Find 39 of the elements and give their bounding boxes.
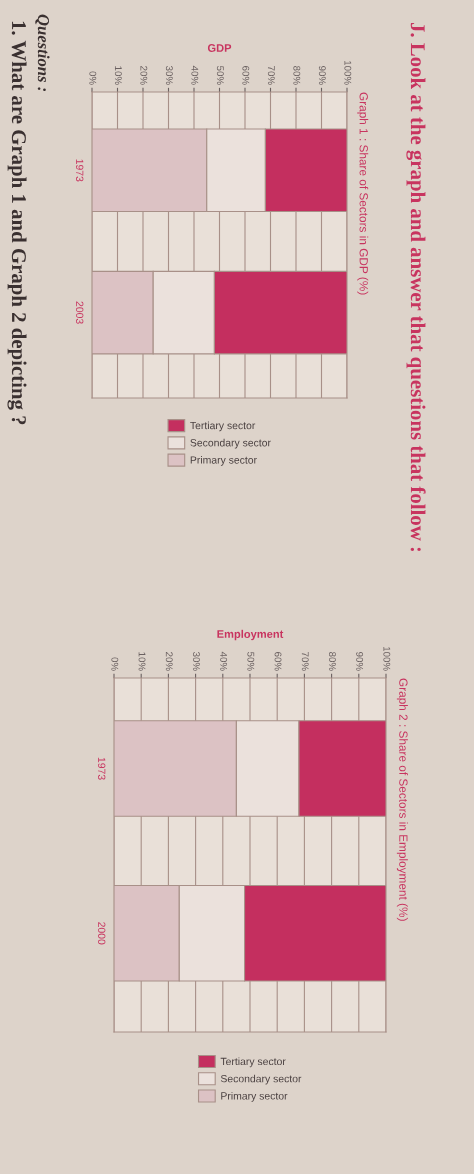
text: Graph 1 : Share of Sectors in GDP (%) (357, 92, 369, 295)
x-tick-label: 40% (220, 651, 228, 671)
x-tick-label: 20% (165, 652, 173, 671)
x-tick-label: 90% (318, 66, 326, 85)
legend-label: Tertiary sector (190, 421, 256, 432)
legend-label: Tertiary sector (220, 1057, 286, 1068)
legend-label: Primary sector (221, 1091, 288, 1102)
y-tick-label: 1973 (76, 159, 84, 182)
text: 1. What are Graph 1 and Graph 2 depicting ? (7, 21, 27, 425)
x-tick-label: 50% (247, 651, 255, 671)
x-tick-label: 70% (267, 66, 275, 85)
x-tick-label: 0% (111, 657, 119, 671)
x-tick-label: 70% (301, 652, 309, 671)
x-tick-label: 60% (242, 66, 250, 85)
x-tick-label: 0% (89, 71, 97, 85)
x-tick-label: 100% (344, 60, 352, 85)
text: J. Look at the graph and answer that questions that follow : (406, 22, 426, 552)
x-tick-label: 80% (293, 66, 301, 85)
y-tick-label: 2000 (98, 922, 106, 945)
x-tick-label: 60% (274, 652, 282, 671)
x-tick-label: 20% (140, 66, 148, 85)
legend-label: Primary sector (190, 456, 257, 466)
x-tick-label: 50% (216, 65, 224, 85)
legend-label: Secondary sector (190, 438, 271, 449)
text: Graph 2 : Share of Sectors in Employment (%) (396, 678, 408, 921)
y-tick-label: 1973 (98, 757, 106, 780)
x-tick-label: 30% (192, 651, 200, 671)
x-tick-label: 100% (383, 646, 391, 671)
x-tick-label: 10% (114, 66, 122, 85)
x-axis-title: GDP (207, 44, 232, 52)
y-tick-label: 2003 (76, 301, 84, 324)
text: Questions : (35, 14, 50, 92)
x-tick-label: 30% (165, 65, 173, 85)
x-tick-label: 80% (328, 652, 336, 671)
x-tick-label: 90% (356, 652, 364, 671)
x-tick-label: 10% (138, 652, 146, 671)
x-axis-title: Employment (217, 629, 284, 641)
legend-label: Secondary sector (220, 1074, 302, 1085)
x-tick-label: 40% (191, 65, 199, 85)
